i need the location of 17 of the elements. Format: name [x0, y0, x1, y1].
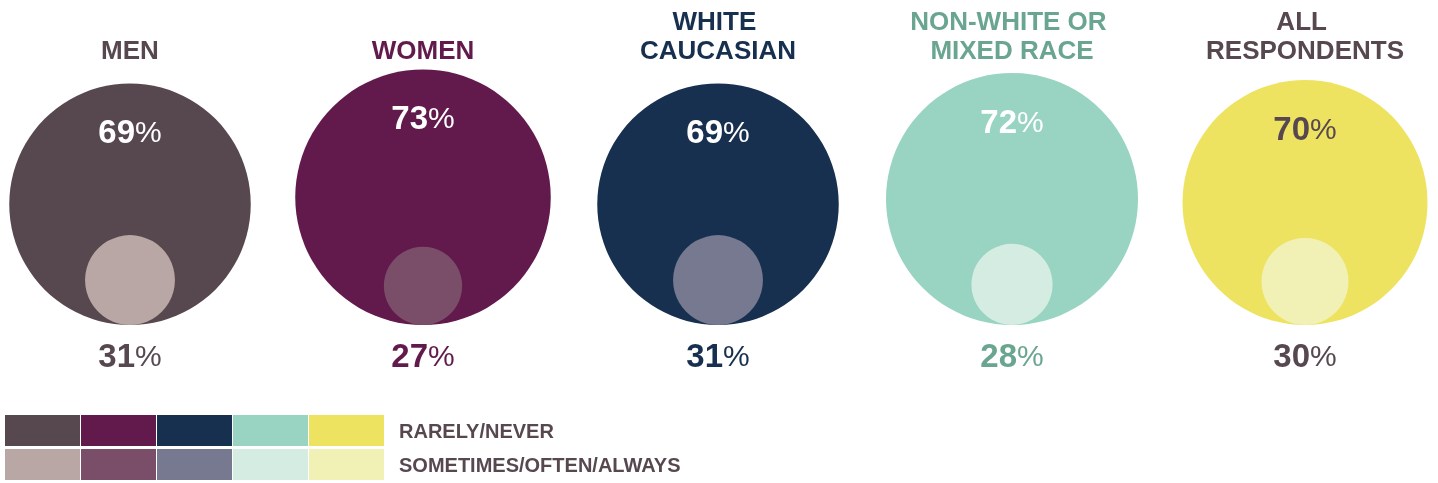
data-label: 27% — [391, 336, 455, 374]
data-label: 30% — [1273, 336, 1337, 374]
data-label: 31% — [98, 336, 162, 374]
data-label: 72% — [980, 102, 1044, 140]
data-label: 31% — [686, 336, 750, 374]
data-label: 70% — [1273, 109, 1337, 147]
category-label: WOMEN — [371, 34, 475, 65]
data-label: 73% — [391, 99, 455, 136]
legend-label: RARELY/NEVER — [399, 420, 555, 442]
data-label: 28% — [980, 336, 1044, 374]
category-label: MEN — [101, 34, 159, 65]
category-label: NON-WHITE OR MIXED RACE — [910, 5, 1114, 65]
data-label: 69% — [686, 113, 750, 150]
legend-label: SOMETIMES/OFTEN/ALWAYS — [399, 454, 681, 476]
category-label: WHITE CAUCASIAN — [640, 5, 796, 65]
data-label: 69% — [98, 113, 162, 150]
category-label: ALL RESPONDENTS — [1206, 5, 1404, 65]
